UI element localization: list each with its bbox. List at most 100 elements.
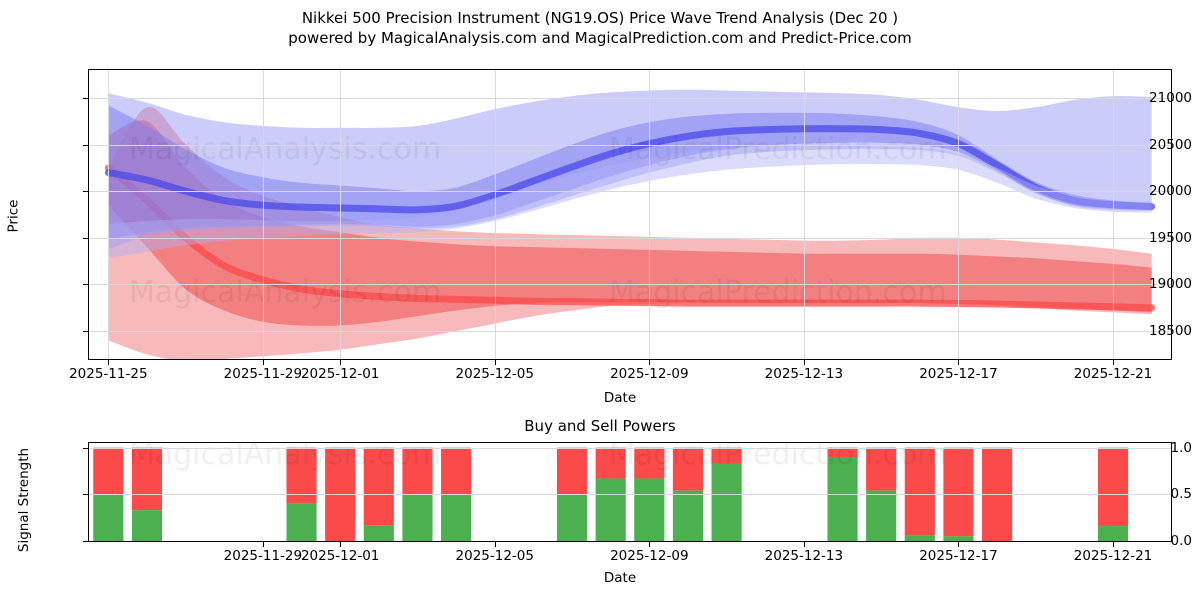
buy-power-bar — [1097, 526, 1129, 541]
buy-power-bar — [363, 525, 394, 541]
signal-x-tickmark — [1113, 542, 1115, 547]
gridline-vertical — [494, 70, 496, 359]
sell-power-bar — [556, 447, 588, 495]
price-y-tickmark — [83, 284, 88, 286]
gridline-vertical — [803, 70, 805, 359]
price-y-axis-title: Price — [5, 199, 22, 233]
signal-gridline-horizontal — [89, 447, 1171, 449]
signal-x-tickmark — [494, 542, 496, 547]
price-x-tickmark — [262, 360, 264, 365]
price-y-tickmark — [83, 144, 88, 146]
buy-power-bar — [595, 478, 626, 541]
signal-x-axis-title: Date — [603, 570, 637, 586]
price-y-tickmark — [83, 237, 88, 239]
buy-power-bar — [131, 510, 163, 541]
signal-x-tickmark — [262, 542, 264, 547]
price-x-tick: 2025-12-21 — [1073, 366, 1153, 382]
price-x-tickmark — [649, 360, 651, 365]
sell-power-bar — [711, 447, 742, 464]
signal-y-tickmark — [83, 541, 88, 542]
price-x-tickmark — [108, 360, 110, 365]
signal-gridline-horizontal — [89, 541, 1171, 542]
signal-x-tick: 2025-12-17 — [919, 548, 998, 564]
gridline-vertical — [108, 70, 110, 359]
gridline-vertical — [649, 70, 651, 359]
price-y-tick: 20500 — [1149, 136, 1192, 153]
price-y-tickmark — [83, 97, 88, 99]
gridline-vertical — [958, 70, 960, 359]
gridline-horizontal — [89, 284, 1171, 286]
sell-power-bar — [93, 447, 124, 495]
buy-power-bar — [286, 503, 317, 541]
buy-sell-bars — [93, 447, 1129, 541]
buy-power-bar — [93, 494, 124, 541]
signal-y-tick: 0.0 — [1170, 533, 1192, 549]
chart-title-block: Nikkei 500 Precision Instrument (NG19.OS… — [0, 8, 1200, 48]
signal-y-tick: 1.0 — [1170, 439, 1192, 456]
buy-power-bar — [672, 490, 704, 541]
signal-x-tickmark — [340, 542, 342, 547]
gridline-horizontal — [89, 331, 1171, 333]
price-wave-plot — [104, 89, 1156, 359]
sell-power-bar — [904, 447, 935, 536]
sell-power-bar — [672, 447, 704, 491]
signal-x-tick: 2025-11-29 — [223, 548, 303, 564]
buy-power-bar — [441, 494, 472, 541]
price-x-tickmark — [494, 360, 496, 365]
buy-power-bar — [866, 490, 897, 541]
price-y-tickmark — [83, 331, 88, 333]
gridline-vertical — [1113, 70, 1115, 359]
buy-power-bar — [904, 535, 935, 541]
signal-x-tick: 2025-12-21 — [1073, 548, 1153, 564]
signal-x-tick: 2025-12-13 — [764, 548, 844, 564]
buy-sell-powers-chart: MagicalAnalysis.com MagicalPrediction.co… — [88, 442, 1172, 542]
buy-power-bar — [827, 457, 858, 541]
price-y-tick: 19000 — [1149, 276, 1192, 293]
price-x-tick: 2025-12-13 — [764, 366, 844, 382]
gridline-vertical — [340, 70, 342, 359]
price-x-tick: 2025-11-25 — [69, 366, 148, 382]
signal-y-tickmark — [83, 447, 88, 449]
signal-y-tick: 0.5 — [1170, 486, 1192, 503]
sell-power-bar — [131, 447, 163, 511]
price-y-tick: 20000 — [1149, 183, 1192, 200]
price-x-tick: 2025-12-17 — [919, 366, 998, 382]
price-x-tick: 2025-11-29 — [223, 366, 303, 382]
signal-chart-title: Buy and Sell Powers — [524, 417, 676, 435]
sell-power-bar — [943, 447, 974, 537]
price-y-tickmark — [83, 191, 88, 193]
price-x-tickmark — [958, 360, 960, 365]
price-x-tick: 2025-12-05 — [455, 366, 534, 382]
signal-x-tick: 2025-12-05 — [455, 548, 534, 564]
price-line-5 — [104, 125, 1156, 214]
price-x-tick: 2025-12-01 — [300, 366, 380, 382]
sell-power-bar — [866, 447, 897, 491]
sell-power-bar — [634, 447, 665, 479]
sell-power-bar — [827, 447, 858, 457]
price-x-axis-title: Date — [603, 390, 637, 406]
gridline-vertical — [262, 70, 264, 359]
price-wave-chart: MagicalAnalysis.com MagicalPrediction.co… — [88, 69, 1172, 360]
signal-x-tick: 2025-12-09 — [610, 548, 689, 564]
price-x-tickmark — [803, 360, 805, 365]
sell-power-bar — [1097, 447, 1129, 527]
gridline-horizontal — [89, 191, 1171, 193]
page-subtitle: powered by MagicalAnalysis.com and Magic… — [288, 29, 912, 47]
price-x-tick: 2025-12-09 — [610, 366, 689, 382]
sell-power-bar — [595, 447, 626, 479]
gridline-horizontal — [89, 97, 1171, 99]
price-y-tick: 21000 — [1149, 89, 1192, 106]
price-y-tick: 19500 — [1149, 229, 1192, 246]
sell-power-bar — [363, 447, 394, 526]
signal-x-tickmark — [958, 542, 960, 547]
buy-power-bar — [711, 463, 742, 541]
gridline-horizontal — [89, 237, 1171, 239]
price-y-tick: 18500 — [1149, 323, 1192, 340]
price-x-tickmark — [340, 360, 342, 365]
sell-power-bar — [441, 447, 472, 495]
price-band-1 — [108, 120, 1152, 326]
sell-power-bar — [402, 447, 433, 495]
signal-x-tickmark — [649, 542, 651, 547]
price-x-tickmark — [1113, 360, 1115, 365]
